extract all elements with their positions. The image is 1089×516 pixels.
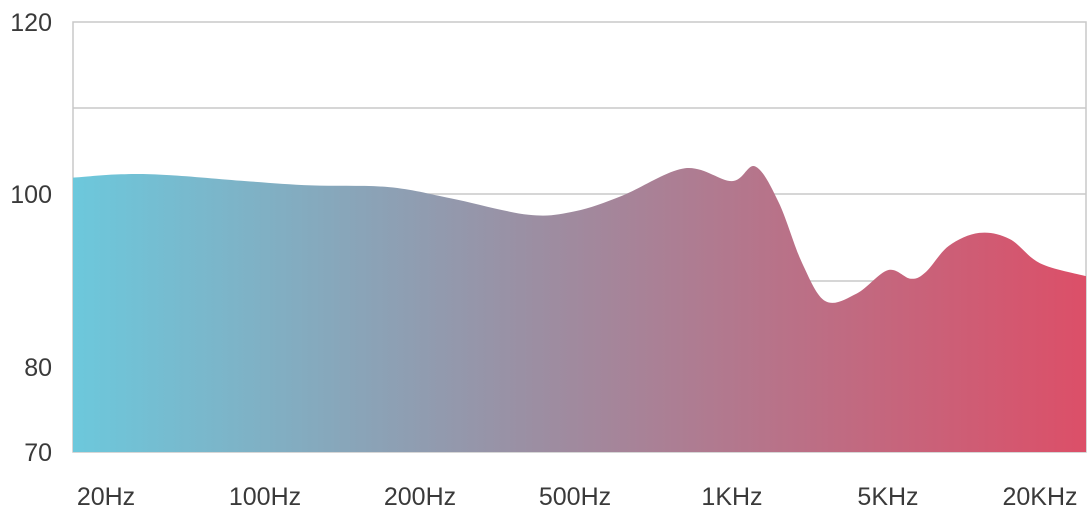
- y-tick-label: 100: [10, 181, 52, 209]
- y-tick-label: 80: [24, 354, 52, 382]
- x-axis-tick-labels: 20Hz 100Hz 200Hz 500Hz 1KHz 5KHz 20KHz: [77, 483, 1078, 511]
- x-tick-label: 500Hz: [539, 483, 611, 511]
- area-layer: [73, 166, 1086, 452]
- x-tick-label: 20KHz: [1002, 483, 1077, 511]
- x-tick-label: 20Hz: [77, 483, 135, 511]
- y-tick-label: 120: [10, 9, 52, 37]
- frequency-response-area: [73, 166, 1086, 452]
- x-tick-label: 200Hz: [384, 483, 456, 511]
- x-tick-label: 1KHz: [701, 483, 762, 511]
- x-tick-label: 5KHz: [857, 483, 918, 511]
- x-tick-label: 100Hz: [229, 483, 301, 511]
- y-tick-label: 70: [24, 439, 52, 467]
- y-axis-tick-labels: 120 100 80 70: [10, 9, 52, 467]
